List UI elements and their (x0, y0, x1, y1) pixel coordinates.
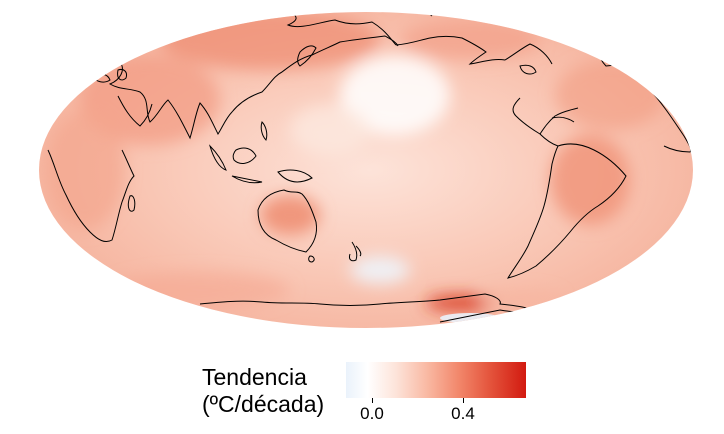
coastline-arabia (117, 95, 153, 127)
legend-tick-label-0: 0.0 (360, 404, 384, 423)
coastline-caspian (117, 69, 127, 81)
coastline-tasmania (308, 255, 315, 263)
coastline-philippines (260, 121, 268, 141)
coastline-new-zealand (349, 241, 362, 262)
coastline-uk (659, 79, 669, 89)
coastline-hudson-bay (519, 64, 537, 75)
coastline-borneo (232, 147, 257, 164)
coastline-australia (257, 189, 317, 253)
coastline-africa (47, 149, 135, 243)
coastline-new-guinea (277, 169, 313, 183)
coastline-java (231, 175, 263, 184)
legend-tick-1 (463, 398, 464, 403)
legend-tick-label-1: 0.4 (451, 404, 475, 423)
legend-title-line1: Tendencia (202, 364, 307, 390)
legend-title: Tendencia (ºC/década) (202, 364, 324, 418)
map-field (39, 12, 693, 328)
coastline-eurasia-south (84, 35, 399, 140)
legend-colorbar (346, 362, 526, 398)
coastline-scandinavia (89, 47, 123, 63)
coastline-central-america (539, 133, 559, 147)
coastline-madagascar (127, 195, 136, 212)
coastline-japan (297, 45, 317, 67)
coastline-south-america (506, 143, 627, 279)
coastline-cuba (551, 116, 575, 123)
legend-tick-0 (372, 398, 373, 403)
coastline-sumatra (208, 144, 227, 171)
legend-title-line2: (ºC/década) (202, 391, 325, 417)
